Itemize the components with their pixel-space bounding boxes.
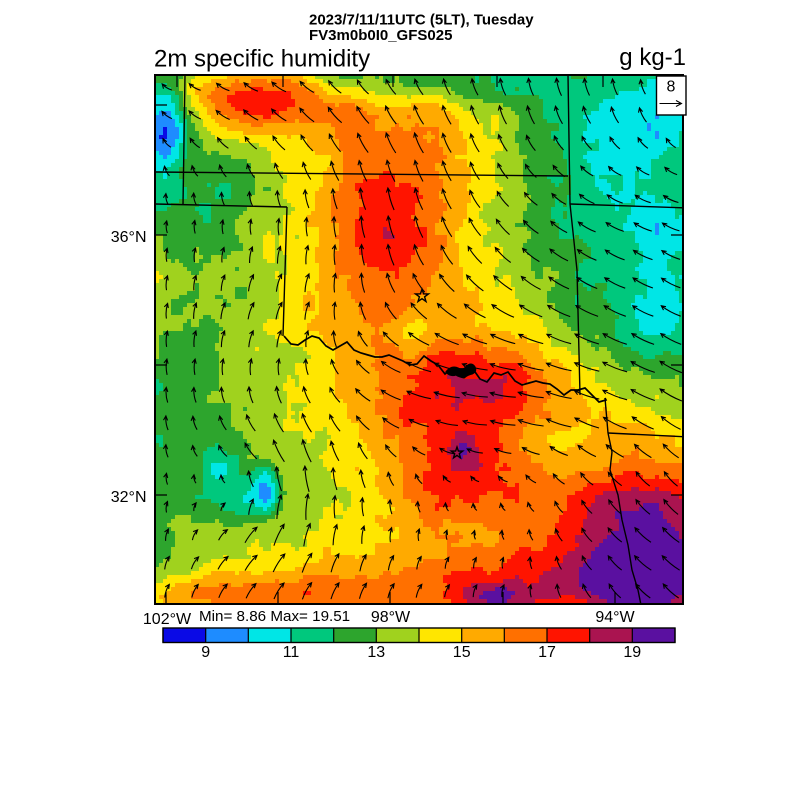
- svg-text:98°W: 98°W: [371, 609, 411, 626]
- svg-text:15: 15: [453, 644, 471, 661]
- svg-text:94°W: 94°W: [595, 609, 635, 626]
- svg-text:9: 9: [201, 644, 210, 661]
- svg-text:102°W: 102°W: [143, 611, 192, 628]
- svg-text:Min= 8.86 Max= 19.51: Min= 8.86 Max= 19.51: [199, 608, 350, 625]
- svg-text:19: 19: [623, 644, 641, 661]
- svg-text:36°N: 36°N: [111, 229, 147, 246]
- svg-text:8: 8: [667, 79, 676, 96]
- svg-text:2023/7/11/11UTC (5LT), Tuesday: 2023/7/11/11UTC (5LT), Tuesday: [309, 12, 534, 29]
- svg-text:2m specific humidity: 2m specific humidity: [154, 46, 370, 73]
- svg-text:11: 11: [283, 644, 300, 661]
- svg-text:32°N: 32°N: [111, 489, 147, 506]
- svg-text:FV3m0b0I0_GFS025: FV3m0b0I0_GFS025: [309, 27, 452, 44]
- svg-text:g kg-1: g kg-1: [619, 44, 686, 71]
- svg-text:13: 13: [367, 644, 385, 661]
- svg-text:17: 17: [538, 644, 556, 661]
